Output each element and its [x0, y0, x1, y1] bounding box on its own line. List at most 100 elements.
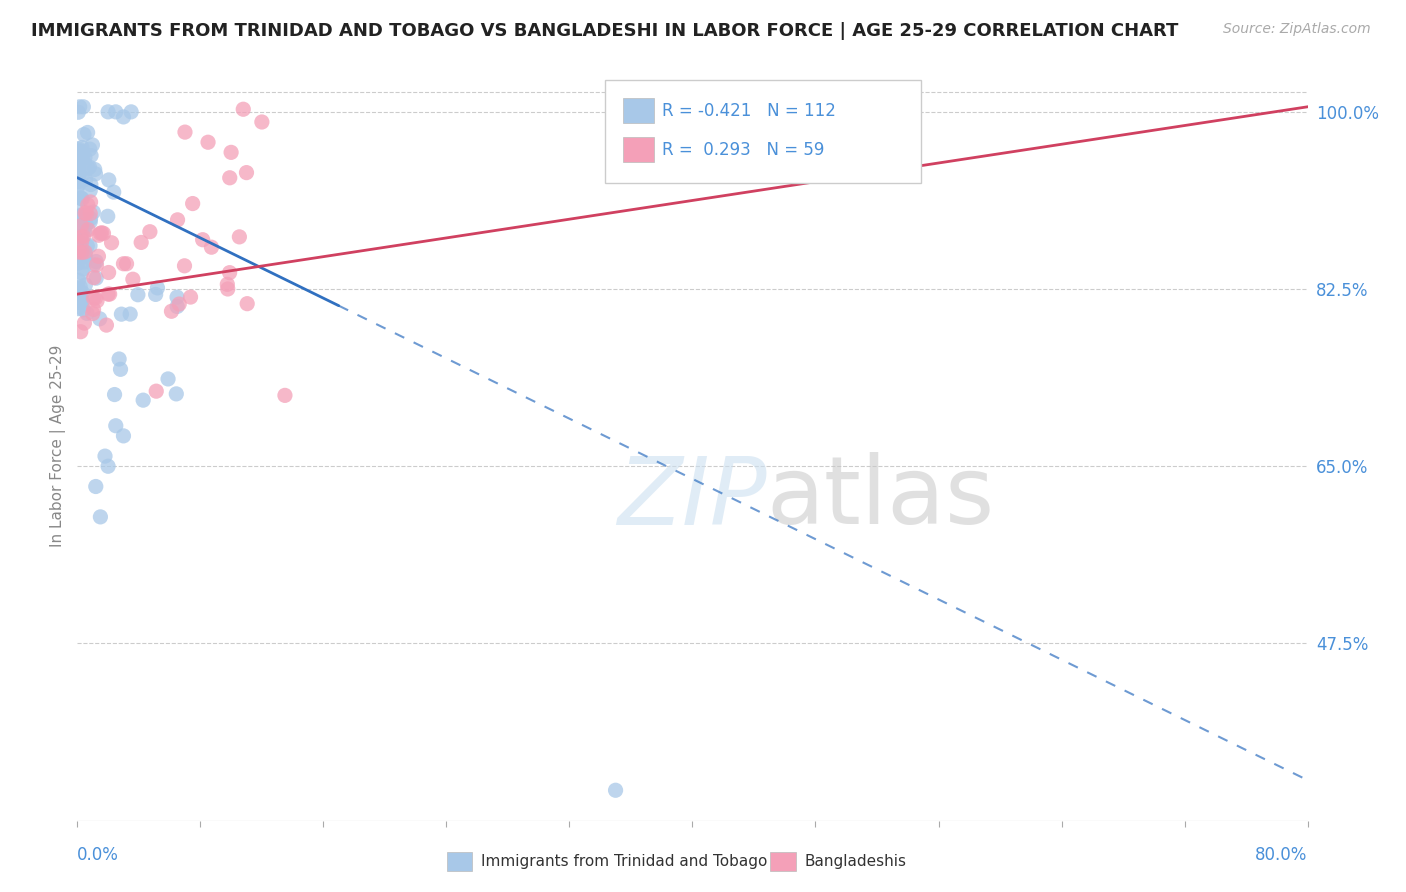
- Point: [79, 142, 101, 156]
- Point: [89, 227, 111, 241]
- Point: [67, 286, 90, 301]
- Point: [110, 362, 132, 376]
- Point: [76, 206, 98, 220]
- Point: [72, 208, 94, 222]
- Point: [69, 144, 91, 158]
- Point: [70, 191, 93, 205]
- Point: [67, 174, 90, 188]
- Point: [75, 248, 97, 262]
- Point: [69, 242, 91, 256]
- Y-axis label: In Labor Force | Age 25-29: In Labor Force | Age 25-29: [51, 345, 66, 547]
- Point: [89, 509, 111, 524]
- Point: [70, 243, 93, 257]
- Point: [82, 291, 104, 305]
- Point: [97, 104, 120, 119]
- Point: [77, 161, 100, 176]
- Point: [82, 306, 104, 320]
- Point: [94, 449, 117, 463]
- Point: [84, 479, 107, 493]
- Point: [79, 206, 101, 220]
- Point: [69, 280, 91, 294]
- Point: [70, 230, 93, 244]
- Point: [69, 236, 91, 251]
- Point: [67, 105, 90, 120]
- Point: [72, 261, 94, 276]
- Point: [67, 221, 90, 235]
- Point: [100, 235, 122, 250]
- Point: [87, 249, 110, 263]
- Point: [72, 221, 94, 235]
- Point: [73, 156, 96, 170]
- Point: [73, 255, 96, 269]
- Point: [83, 162, 105, 177]
- Point: [274, 388, 297, 402]
- Point: [191, 233, 214, 247]
- Point: [67, 273, 90, 287]
- Point: [122, 272, 145, 286]
- Point: [197, 135, 219, 149]
- Point: [67, 167, 90, 181]
- Point: [132, 393, 155, 408]
- Point: [98, 287, 121, 301]
- Text: R = -0.421   N = 112: R = -0.421 N = 112: [662, 102, 837, 120]
- Point: [67, 240, 90, 254]
- Point: [97, 265, 120, 279]
- Point: [250, 115, 273, 129]
- Point: [84, 271, 107, 285]
- Point: [232, 102, 254, 116]
- Point: [76, 306, 98, 320]
- Text: Bangladeshis: Bangladeshis: [804, 855, 907, 869]
- Point: [73, 128, 96, 142]
- Point: [73, 244, 96, 259]
- Point: [166, 290, 188, 304]
- Point: [145, 287, 167, 301]
- Point: [72, 302, 94, 317]
- Point: [70, 191, 93, 205]
- Point: [72, 293, 94, 308]
- Point: [69, 251, 91, 265]
- Point: [73, 206, 96, 220]
- Point: [75, 218, 97, 232]
- Point: [236, 296, 259, 310]
- Point: [69, 295, 91, 310]
- Point: [127, 287, 149, 301]
- Point: [200, 240, 222, 254]
- Point: [70, 140, 93, 154]
- Point: [67, 142, 90, 156]
- Point: [70, 235, 93, 249]
- Point: [67, 245, 90, 260]
- Point: [76, 239, 98, 253]
- Point: [115, 257, 138, 271]
- Point: [73, 316, 96, 330]
- Point: [67, 233, 90, 247]
- Point: [139, 225, 162, 239]
- Point: [112, 110, 135, 124]
- Point: [67, 293, 90, 308]
- Point: [67, 250, 90, 264]
- Text: atlas: atlas: [766, 452, 994, 544]
- Point: [69, 209, 91, 223]
- Point: [120, 307, 142, 321]
- Point: [80, 178, 103, 192]
- Point: [67, 178, 90, 192]
- Point: [67, 145, 90, 159]
- Point: [82, 205, 104, 219]
- Point: [90, 226, 112, 240]
- Point: [67, 159, 90, 173]
- Point: [72, 150, 94, 164]
- Point: [129, 235, 152, 250]
- Point: [235, 166, 257, 180]
- Point: [112, 257, 135, 271]
- Point: [104, 418, 127, 433]
- Point: [72, 100, 94, 114]
- Point: [67, 178, 90, 193]
- Point: [103, 387, 125, 401]
- Point: [157, 372, 180, 386]
- Text: 80.0%: 80.0%: [1256, 846, 1308, 864]
- Point: [87, 228, 110, 243]
- Point: [77, 223, 100, 237]
- Point: [89, 311, 111, 326]
- Text: Immigrants from Trinidad and Tobago: Immigrants from Trinidad and Tobago: [481, 855, 768, 869]
- Point: [70, 245, 93, 260]
- Point: [86, 293, 108, 308]
